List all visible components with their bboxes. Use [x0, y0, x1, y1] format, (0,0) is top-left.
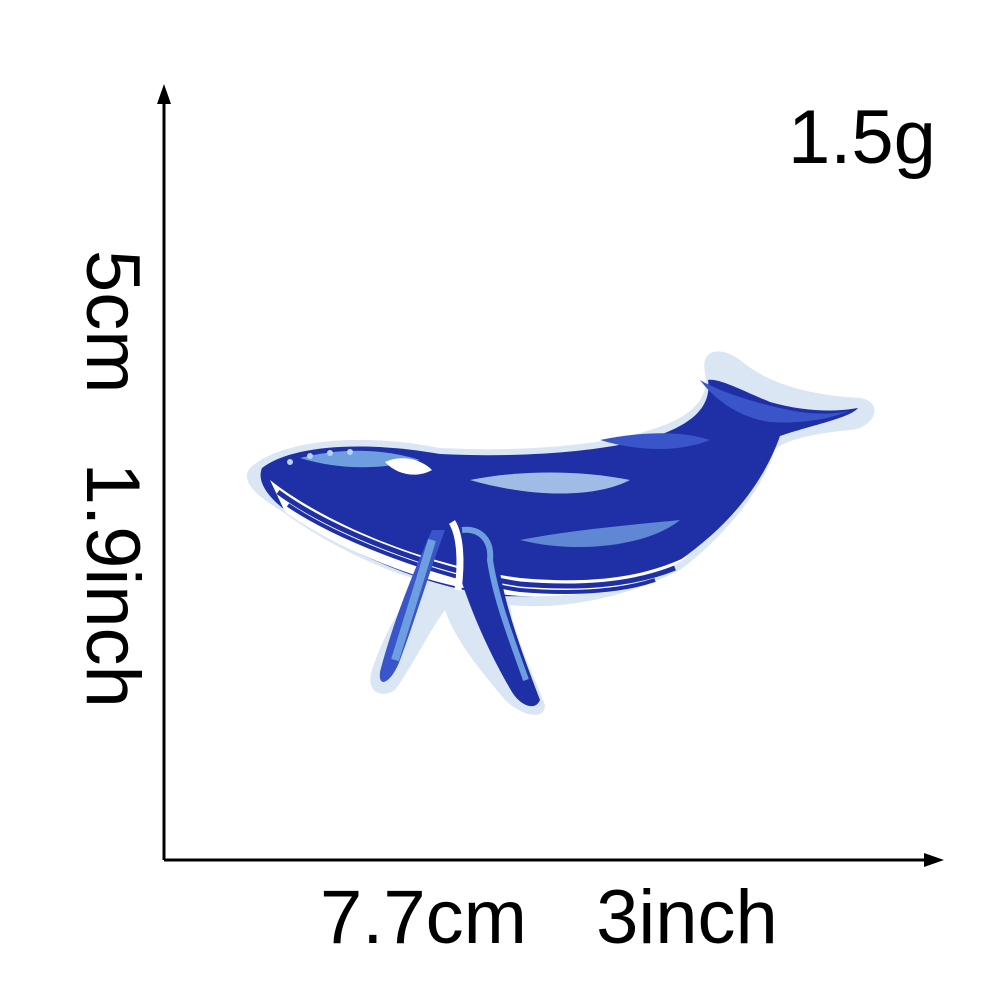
- vertical-axis: [157, 84, 171, 860]
- arrow-right-icon: [924, 853, 944, 867]
- horizontal-axis: [164, 853, 944, 867]
- arrow-up-icon: [157, 84, 171, 104]
- whale-patch-icon: [246, 351, 875, 715]
- width-label: 7.7cm 3inch: [320, 875, 778, 960]
- height-label: 5cm 1.9inch: [70, 250, 155, 708]
- weight-label: 1.5g: [788, 95, 936, 180]
